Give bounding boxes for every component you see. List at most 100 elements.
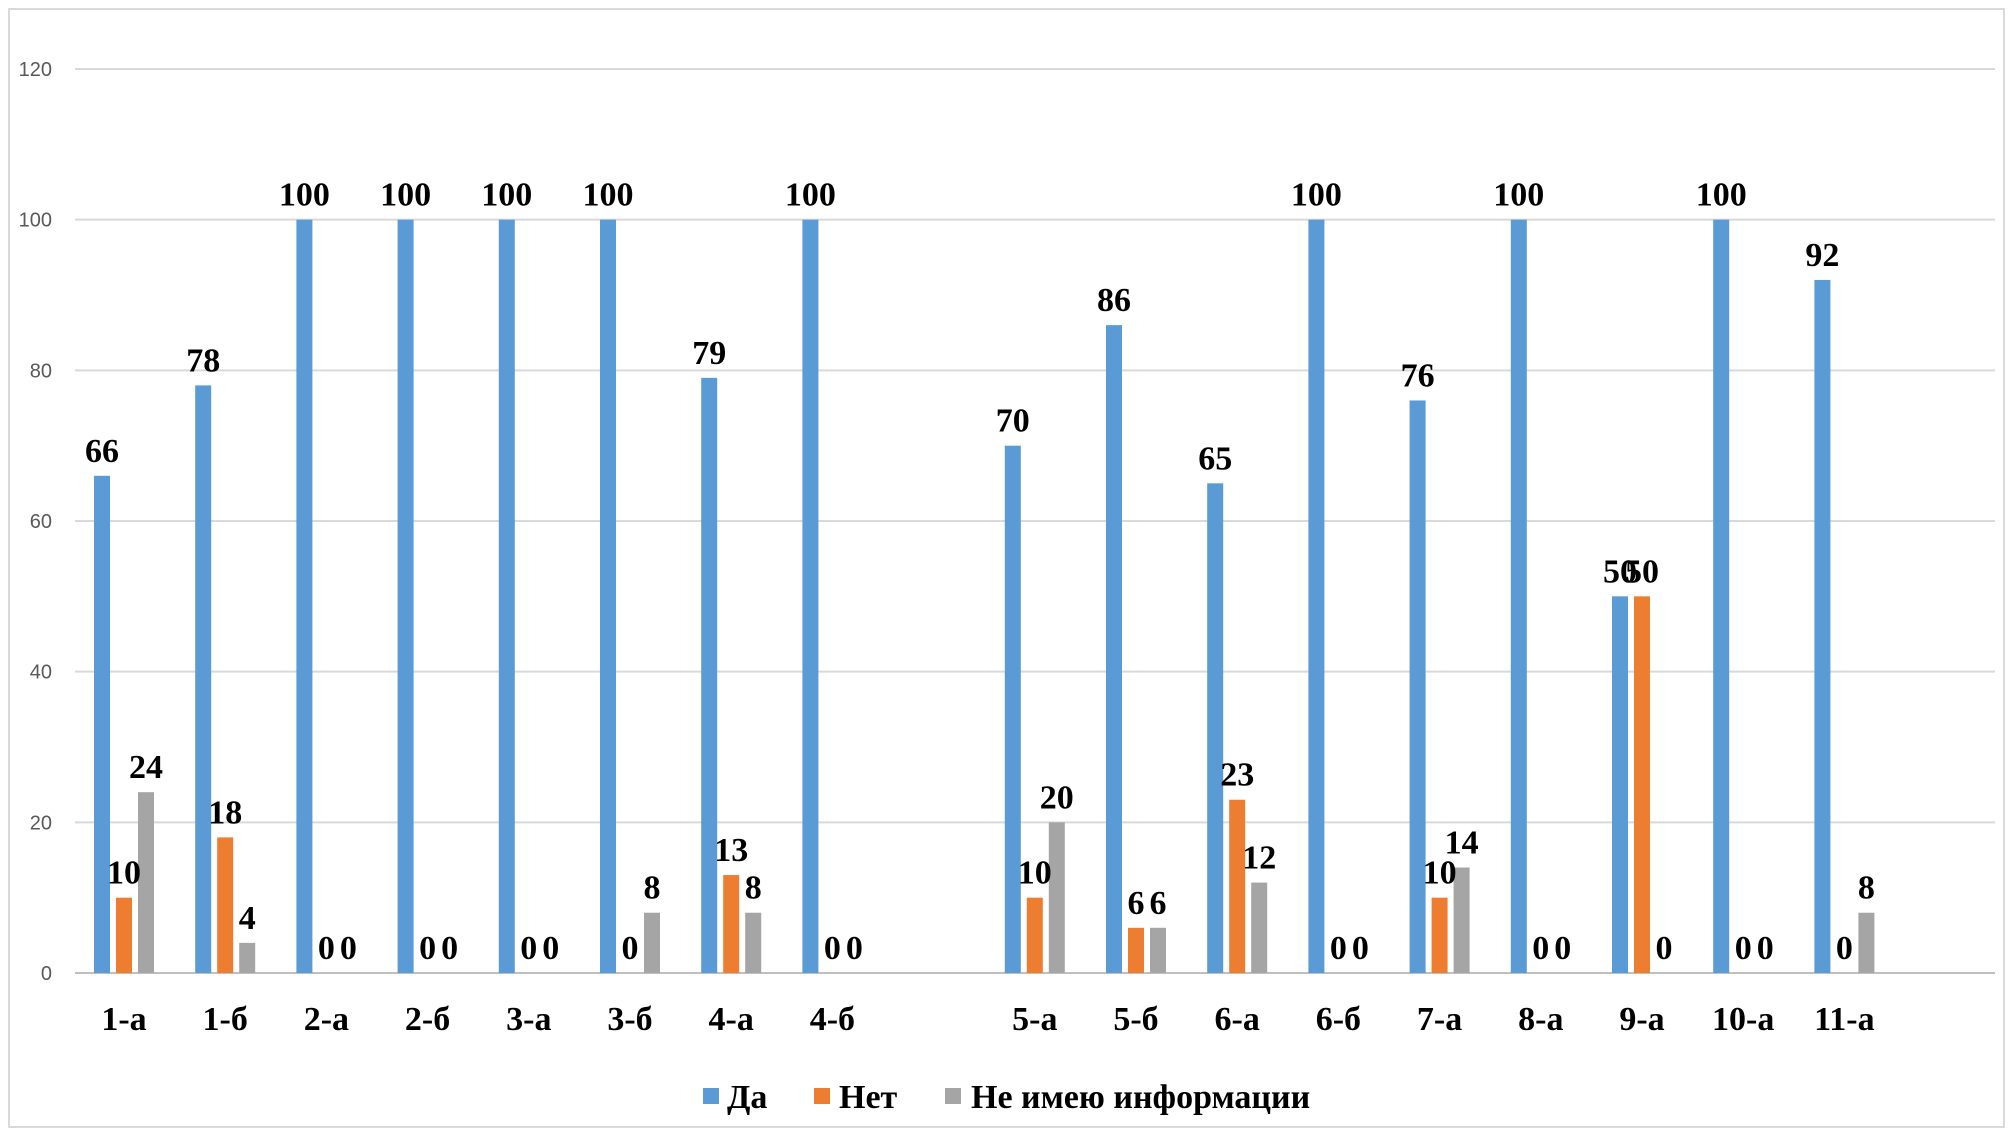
data-label: 66 [85,433,119,470]
data-label: 79 [692,335,726,372]
data-label: 86 [1097,282,1131,319]
bar-da [1004,445,1021,974]
data-label: 76 [1401,357,1435,394]
data-label: 100 [583,177,634,214]
data-label: 0 [1330,930,1347,967]
bar-da [195,385,212,973]
data-label: 20 [1040,779,1074,816]
bar-net [1634,596,1650,973]
data-label: 8 [644,870,661,907]
bar-ne-imeyu [644,912,660,973]
bar-da [296,219,313,973]
x-tick-label: 5-б [1113,1001,1158,1038]
bar-ne-imeyu [1453,867,1470,973]
data-label: 0 [622,930,639,967]
x-tick-label: 3-а [506,1001,551,1038]
data-label: 100 [785,177,836,214]
data-label: 100 [481,177,532,214]
bar-da [94,475,110,973]
x-tick-label: 2-а [304,1001,349,1038]
bars [94,219,1875,974]
bar-ne-imeyu [239,942,256,973]
y-tick-label: 20 [30,812,52,834]
x-tick-label: 11-а [1814,1001,1874,1038]
bar-ne-imeyu [1858,912,1875,973]
gridlines [75,68,1995,974]
data-label: 12 [1242,840,1276,877]
x-tick-label: 8-а [1518,1001,1563,1038]
data-label: 23 [1220,757,1254,794]
data-label: 50 [1625,553,1659,590]
legend-swatch [945,1088,961,1104]
legend-label: Не имею информации [971,1079,1310,1116]
data-label: 0 [824,930,841,967]
data-label: 0 [318,930,335,967]
bar-ne-imeyu [1251,882,1268,973]
y-tick-label: 120 [19,59,52,81]
data-label: 6 [1150,885,1167,922]
data-label: 100 [1291,177,1342,214]
data-label: 0 [520,930,537,967]
legend: Да Нет Не имею информации [703,1079,1310,1116]
x-tick-label: 9-а [1619,1001,1664,1038]
data-label: 8 [1858,870,1875,907]
bar-da [498,219,515,973]
data-label: 0 [340,930,357,967]
data-label: 10 [1423,855,1457,892]
data-label: 100 [279,177,330,214]
data-label: 0 [1352,930,1369,967]
y-tick-label: 40 [30,662,52,684]
bar-ne-imeyu [1150,927,1166,973]
bar-net [1128,927,1144,973]
bar-net [116,897,132,973]
bar-da [1713,219,1730,973]
data-label: 0 [1836,930,1853,967]
bar-da [1409,400,1426,973]
data-label: 100 [380,177,431,214]
x-axis-ticks: 1-а 1-б 2-а 2-б 3-а 3-б 4-а 4-б 5-а 5-б 6-а 6-б 7-а 8… [101,1001,1874,1038]
bar-da [600,219,616,973]
bar-da [1207,483,1224,973]
bar-ne-imeyu [745,912,762,973]
bar-net [217,837,234,973]
data-label: 0 [1656,930,1673,967]
data-label: 13 [714,832,748,869]
data-label: 50 [1603,553,1637,590]
x-tick-label: 5-а [1012,1001,1057,1038]
bar-da [1612,596,1628,973]
data-label: 78 [186,342,220,379]
data-label: 70 [996,403,1030,440]
data-label: 0 [419,930,436,967]
data-label: 92 [1805,237,1839,274]
x-tick-label: 1-а [101,1001,146,1038]
x-tick-label: 10-а [1712,1001,1774,1038]
bar-net [723,875,740,973]
x-tick-label: 2-б [405,1001,450,1038]
data-label: 0 [846,930,863,967]
y-tick-label: 0 [41,963,52,985]
bar-ne-imeyu [138,792,154,973]
legend-swatch [814,1088,830,1104]
x-tick-label: 7-а [1417,1001,1462,1038]
data-label: 10 [1018,855,1052,892]
data-label: 10 [107,855,141,892]
x-tick-label: 1-б [203,1001,248,1038]
data-label: 0 [1554,930,1571,967]
data-label: 100 [1696,177,1747,214]
data-label: 24 [129,749,163,786]
data-label: 18 [208,794,242,831]
data-label: 8 [745,870,762,907]
data-label: 0 [1532,930,1549,967]
data-label: 4 [239,900,256,937]
legend-label: Да [727,1079,767,1116]
bar-da [701,377,718,973]
y-tick-label: 100 [19,210,52,232]
data-label: 65 [1198,440,1232,477]
data-label: 0 [1757,930,1774,967]
x-tick-label: 4-а [709,1001,754,1038]
bar-net [1431,897,1448,973]
bar-da [1814,279,1831,973]
y-tick-label: 80 [30,360,52,382]
